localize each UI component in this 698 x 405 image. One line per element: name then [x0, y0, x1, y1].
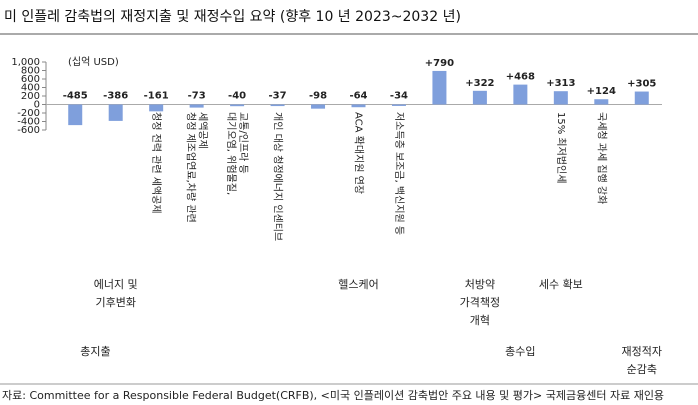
bar	[351, 104, 366, 108]
group-label: 기후변화	[95, 296, 135, 309]
value-label: -37	[269, 91, 287, 102]
x-tick-label: 청정 제조업연료,차량 관련	[185, 112, 198, 223]
group-label: 헬스케어	[338, 278, 378, 291]
value-label: -34	[390, 91, 408, 102]
group-label: 재정적자	[622, 345, 662, 358]
group-label: 세수 확보	[539, 278, 583, 291]
bar	[189, 104, 204, 108]
chart-title: 미 인플레 감축법의 재정지출 및 재정수입 요약 (향후 10 년 2023~…	[4, 9, 461, 25]
bar	[149, 104, 164, 112]
value-label: +305	[627, 79, 656, 90]
bar	[432, 70, 447, 105]
group-label: 총수입	[505, 345, 535, 358]
value-label: -73	[188, 91, 206, 102]
y-tick-label: -600	[17, 125, 40, 136]
bar	[108, 104, 123, 121]
group-label: 순감축	[627, 363, 657, 376]
group-label: 처방약	[465, 277, 495, 291]
value-label: +124	[587, 86, 616, 97]
source: 자료: Committee for a Responsible Federal …	[2, 389, 664, 402]
bar	[513, 84, 528, 105]
x-tick-label: 저소득층 보조금, 백신지원 등	[393, 112, 405, 235]
bar	[634, 91, 649, 105]
group-label: 총지출	[80, 345, 110, 358]
y-tick-label: 400	[21, 83, 40, 94]
bar	[553, 91, 568, 105]
bar	[594, 99, 609, 105]
x-tick-label: 15% 최저법인세	[555, 112, 567, 183]
value-label: +468	[506, 72, 535, 83]
x-tick-label: 세액공제	[197, 112, 209, 149]
x-tick-label: 국세청 과세 집행 강화	[595, 112, 607, 204]
bar	[391, 104, 406, 106]
value-label: +313	[546, 78, 575, 89]
group-label: 개혁	[470, 314, 490, 327]
value-label: +322	[465, 78, 494, 89]
y-tick-label: 600	[21, 74, 40, 85]
bar	[68, 104, 83, 126]
x-tick-label: 개인 대상 청정에너지 인센티브	[272, 112, 284, 241]
x-tick-label: 교통/인프라 등	[237, 112, 249, 174]
y-tick-label: 1,000	[11, 57, 40, 68]
y-tick-label: 200	[21, 91, 40, 102]
y-tick-label: 800	[21, 66, 40, 77]
unit-label: (십억 USD)	[68, 56, 119, 68]
x-tick-label: ACA 확대지원 연장	[353, 112, 365, 194]
bar	[230, 104, 245, 107]
value-label: -161	[144, 91, 169, 102]
bar	[311, 104, 326, 109]
value-label: -64	[349, 91, 367, 102]
y-tick-label: -200	[17, 108, 40, 119]
x-tick-label: 청정 전력 관련 세액공제	[150, 112, 162, 214]
x-tick-label: 대기오염, 위험물질,	[225, 112, 238, 195]
value-label: -98	[309, 91, 327, 102]
value-label: +790	[425, 58, 454, 69]
group-label: 가격책정	[460, 296, 500, 309]
bar	[270, 104, 285, 107]
value-label: -386	[103, 91, 128, 102]
value-label: -40	[228, 91, 246, 102]
value-label: -485	[63, 91, 88, 102]
group-label: 에너지 및	[94, 278, 138, 291]
y-tick-label: 0	[34, 100, 40, 111]
bar	[472, 90, 487, 105]
y-tick-label: -400	[17, 117, 40, 128]
